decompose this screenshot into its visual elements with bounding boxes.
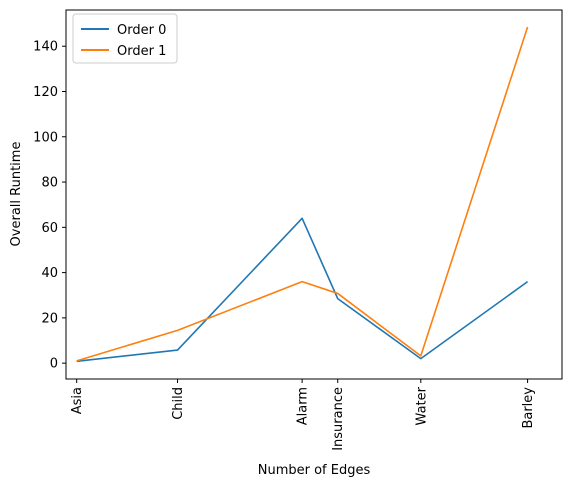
series-line-order-0 [76,217,529,363]
legend-label-order-1: Order 1 [117,44,166,59]
y-axis-title: Overall Runtime [9,142,24,247]
y-tick-label: 20 [41,311,58,326]
y-tick-label: 100 [33,130,58,145]
legend-label-order-0: Order 0 [117,23,166,38]
x-tick-label: Asia [70,387,85,414]
y-tick-label: 0 [50,357,58,372]
x-tick-label: Alarm [296,387,311,425]
plot-frame [65,9,563,380]
y-tick-label: 60 [41,221,58,236]
x-tick-label: Child [171,387,186,420]
legend: Order 0 Order 1 [72,13,178,64]
plot-area [66,10,562,379]
x-axis-title: Number of Edges [258,463,371,478]
y-tick-label: 120 [33,85,58,100]
x-tick-label: Insurance [331,387,346,451]
y-tick-label: 140 [33,40,58,55]
series-layer [76,26,529,363]
x-tick-label: Barley [521,387,536,429]
y-tick-label: 40 [41,266,58,281]
series-line-order-1 [76,26,529,362]
y-tick-label: 80 [41,176,58,191]
x-tick-label: Water [414,386,429,425]
ticks-layer: 0 20 40 60 80 100 120 140 Asia Child Insurance Wate… [33,40,536,451]
